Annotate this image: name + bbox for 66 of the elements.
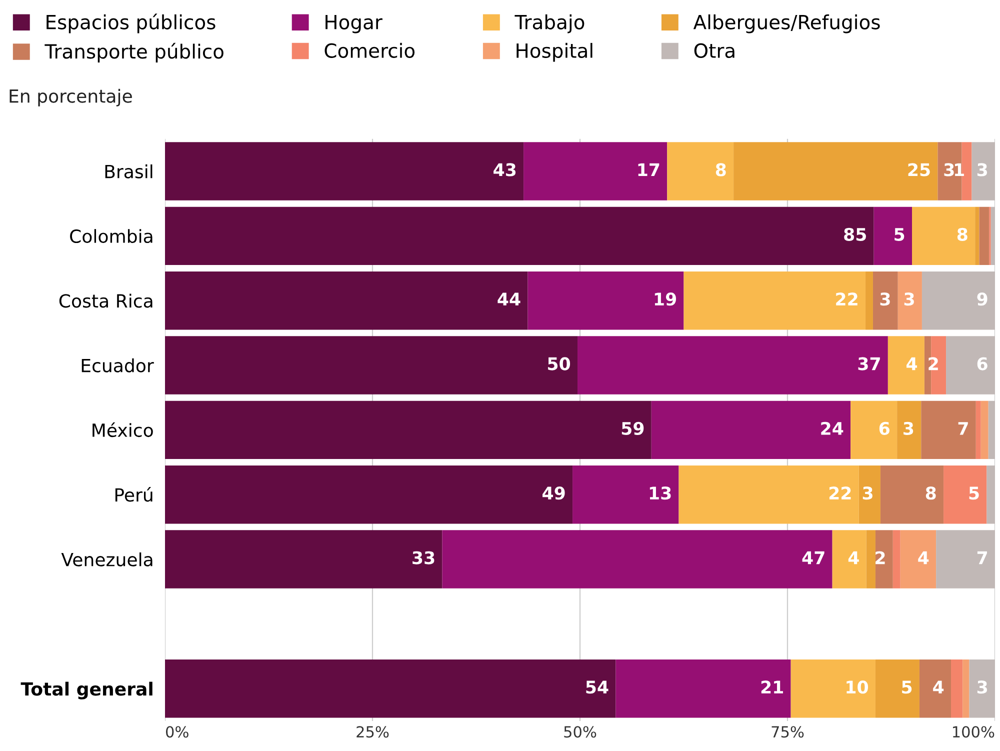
data-label: 9 xyxy=(977,292,988,306)
data-label: 22 xyxy=(829,486,851,500)
data-label: 5 xyxy=(969,486,979,500)
legend-label: Otra xyxy=(694,43,734,58)
data-label: 33 xyxy=(412,551,434,564)
data-label: 8 xyxy=(926,486,936,500)
data-label: 54 xyxy=(586,680,608,694)
data-label: 47 xyxy=(802,551,824,564)
x-tick-label: 50% xyxy=(564,726,596,738)
data-label: 8 xyxy=(716,163,726,176)
y-tick-label: Costa Rica xyxy=(59,294,152,308)
y-tick-label: Total general xyxy=(20,682,152,700)
data-label: 50 xyxy=(548,357,570,370)
data-label: 7 xyxy=(958,422,968,435)
data-label: 5 xyxy=(902,680,912,694)
data-label: 24 xyxy=(821,422,844,435)
data-label: 3 xyxy=(880,292,890,306)
data-label: 85 xyxy=(844,228,866,241)
y-tick-label: Ecuador xyxy=(82,358,154,372)
data-label: 22 xyxy=(836,292,858,306)
data-label: 49 xyxy=(542,486,565,500)
y-tick-label: Perú xyxy=(115,487,152,502)
data-label: 3 xyxy=(977,163,987,176)
data-label: 19 xyxy=(654,292,676,306)
data-label: 2 xyxy=(928,357,938,370)
y-tick-label: México xyxy=(92,422,153,438)
data-label: 21 xyxy=(761,680,783,694)
data-label: 8 xyxy=(957,228,968,241)
data-label: 44 xyxy=(498,292,520,306)
x-tick-label: 75% xyxy=(772,726,804,738)
legend-label: Hospital xyxy=(516,42,592,62)
data-label: 4 xyxy=(848,551,859,564)
data-label: 6 xyxy=(977,357,988,370)
legend-label: Comercio xyxy=(324,42,415,58)
y-tick-label: Venezuela xyxy=(61,552,152,566)
legend-label: Espacios públicos xyxy=(46,14,216,34)
x-tick-label: 100% xyxy=(953,726,994,738)
data-label: 4 xyxy=(933,680,944,694)
data-label: 3 xyxy=(904,292,914,306)
y-tick-label: Colombia xyxy=(70,229,152,244)
chart-subtitle: En porcentaje xyxy=(10,88,132,106)
data-label: 17 xyxy=(638,163,660,176)
data-label: 3 xyxy=(944,163,954,176)
data-label: 3 xyxy=(862,486,872,500)
data-label: 7 xyxy=(977,551,987,564)
data-label: 5 xyxy=(894,228,904,241)
legend-label: Transporte público xyxy=(44,42,224,63)
legend-label: Hogar xyxy=(326,14,382,34)
data-label: 3 xyxy=(977,680,987,694)
data-label: 3 xyxy=(904,422,914,435)
data-label: 43 xyxy=(494,163,516,176)
data-label: 59 xyxy=(622,422,644,435)
data-label: 1 xyxy=(955,163,964,176)
x-tick-label: 0% xyxy=(166,726,188,738)
data-label: 4 xyxy=(906,357,918,370)
data-label: 25 xyxy=(908,163,930,176)
data-label: 10 xyxy=(846,680,868,694)
x-tick-label: 25% xyxy=(356,726,389,738)
data-label: 6 xyxy=(879,422,890,435)
data-label: 4 xyxy=(918,551,929,564)
legend-label: Albergues/Refugios xyxy=(693,14,880,34)
data-label: 13 xyxy=(650,486,671,500)
y-tick-label: Brasil xyxy=(105,164,152,178)
data-label: 37 xyxy=(858,357,880,370)
data-label: 2 xyxy=(876,551,885,564)
legend-label: Trabajo xyxy=(514,14,584,34)
